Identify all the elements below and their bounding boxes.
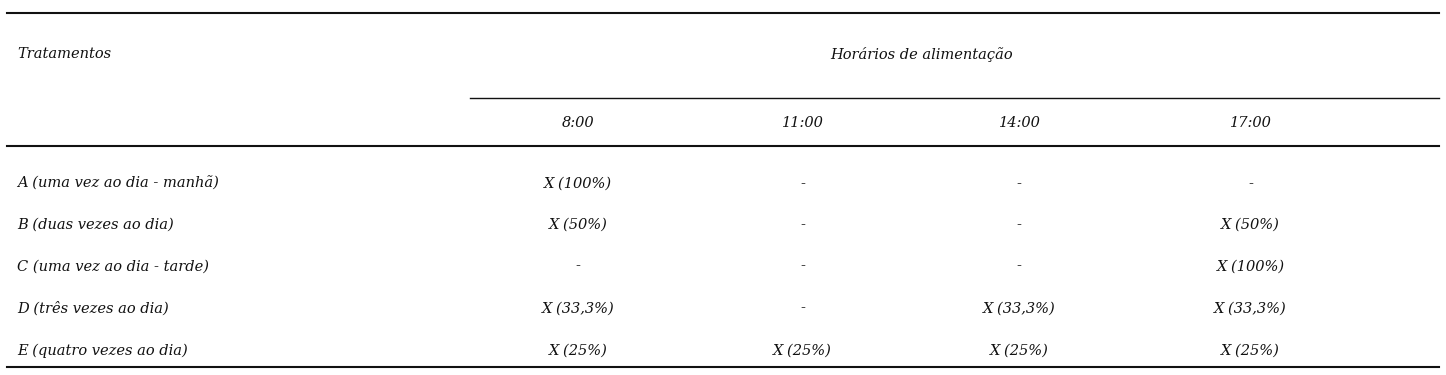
Text: -: - [800,301,805,315]
Text: 11:00: 11:00 [782,116,823,130]
Text: X (33,3%): X (33,3%) [1215,301,1287,315]
Text: X (100%): X (100%) [1216,259,1285,273]
Text: B (duas vezes ao dia): B (duas vezes ao dia) [17,218,174,232]
Text: -: - [1017,218,1022,232]
Text: X (33,3%): X (33,3%) [542,301,615,315]
Text: -: - [1248,177,1254,191]
Text: X (25%): X (25%) [549,344,607,358]
Text: X (100%): X (100%) [544,177,613,191]
Text: X (50%): X (50%) [549,218,607,232]
Text: X (25%): X (25%) [1222,344,1280,358]
Text: E (quatro vezes ao dia): E (quatro vezes ao dia) [17,344,188,358]
Text: Tratamentos: Tratamentos [17,47,111,62]
Text: -: - [1017,177,1022,191]
Text: X (25%): X (25%) [774,344,831,358]
Text: -: - [800,259,805,273]
Text: C (uma vez ao dia - tarde): C (uma vez ao dia - tarde) [17,259,210,273]
Text: 8:00: 8:00 [562,116,594,130]
Text: -: - [1017,259,1022,273]
Text: A (uma vez ao dia - manhã): A (uma vez ao dia - manhã) [17,177,220,191]
Text: -: - [800,177,805,191]
Text: -: - [576,259,581,273]
Text: Horários de alimentação: Horários de alimentação [830,47,1014,62]
Text: X (33,3%): X (33,3%) [983,301,1056,315]
Text: -: - [800,218,805,232]
Text: X (50%): X (50%) [1222,218,1280,232]
Text: 14:00: 14:00 [999,116,1040,130]
Text: X (25%): X (25%) [991,344,1048,358]
Text: D (três vezes ao dia): D (três vezes ao dia) [17,301,169,315]
Text: 17:00: 17:00 [1231,116,1271,130]
